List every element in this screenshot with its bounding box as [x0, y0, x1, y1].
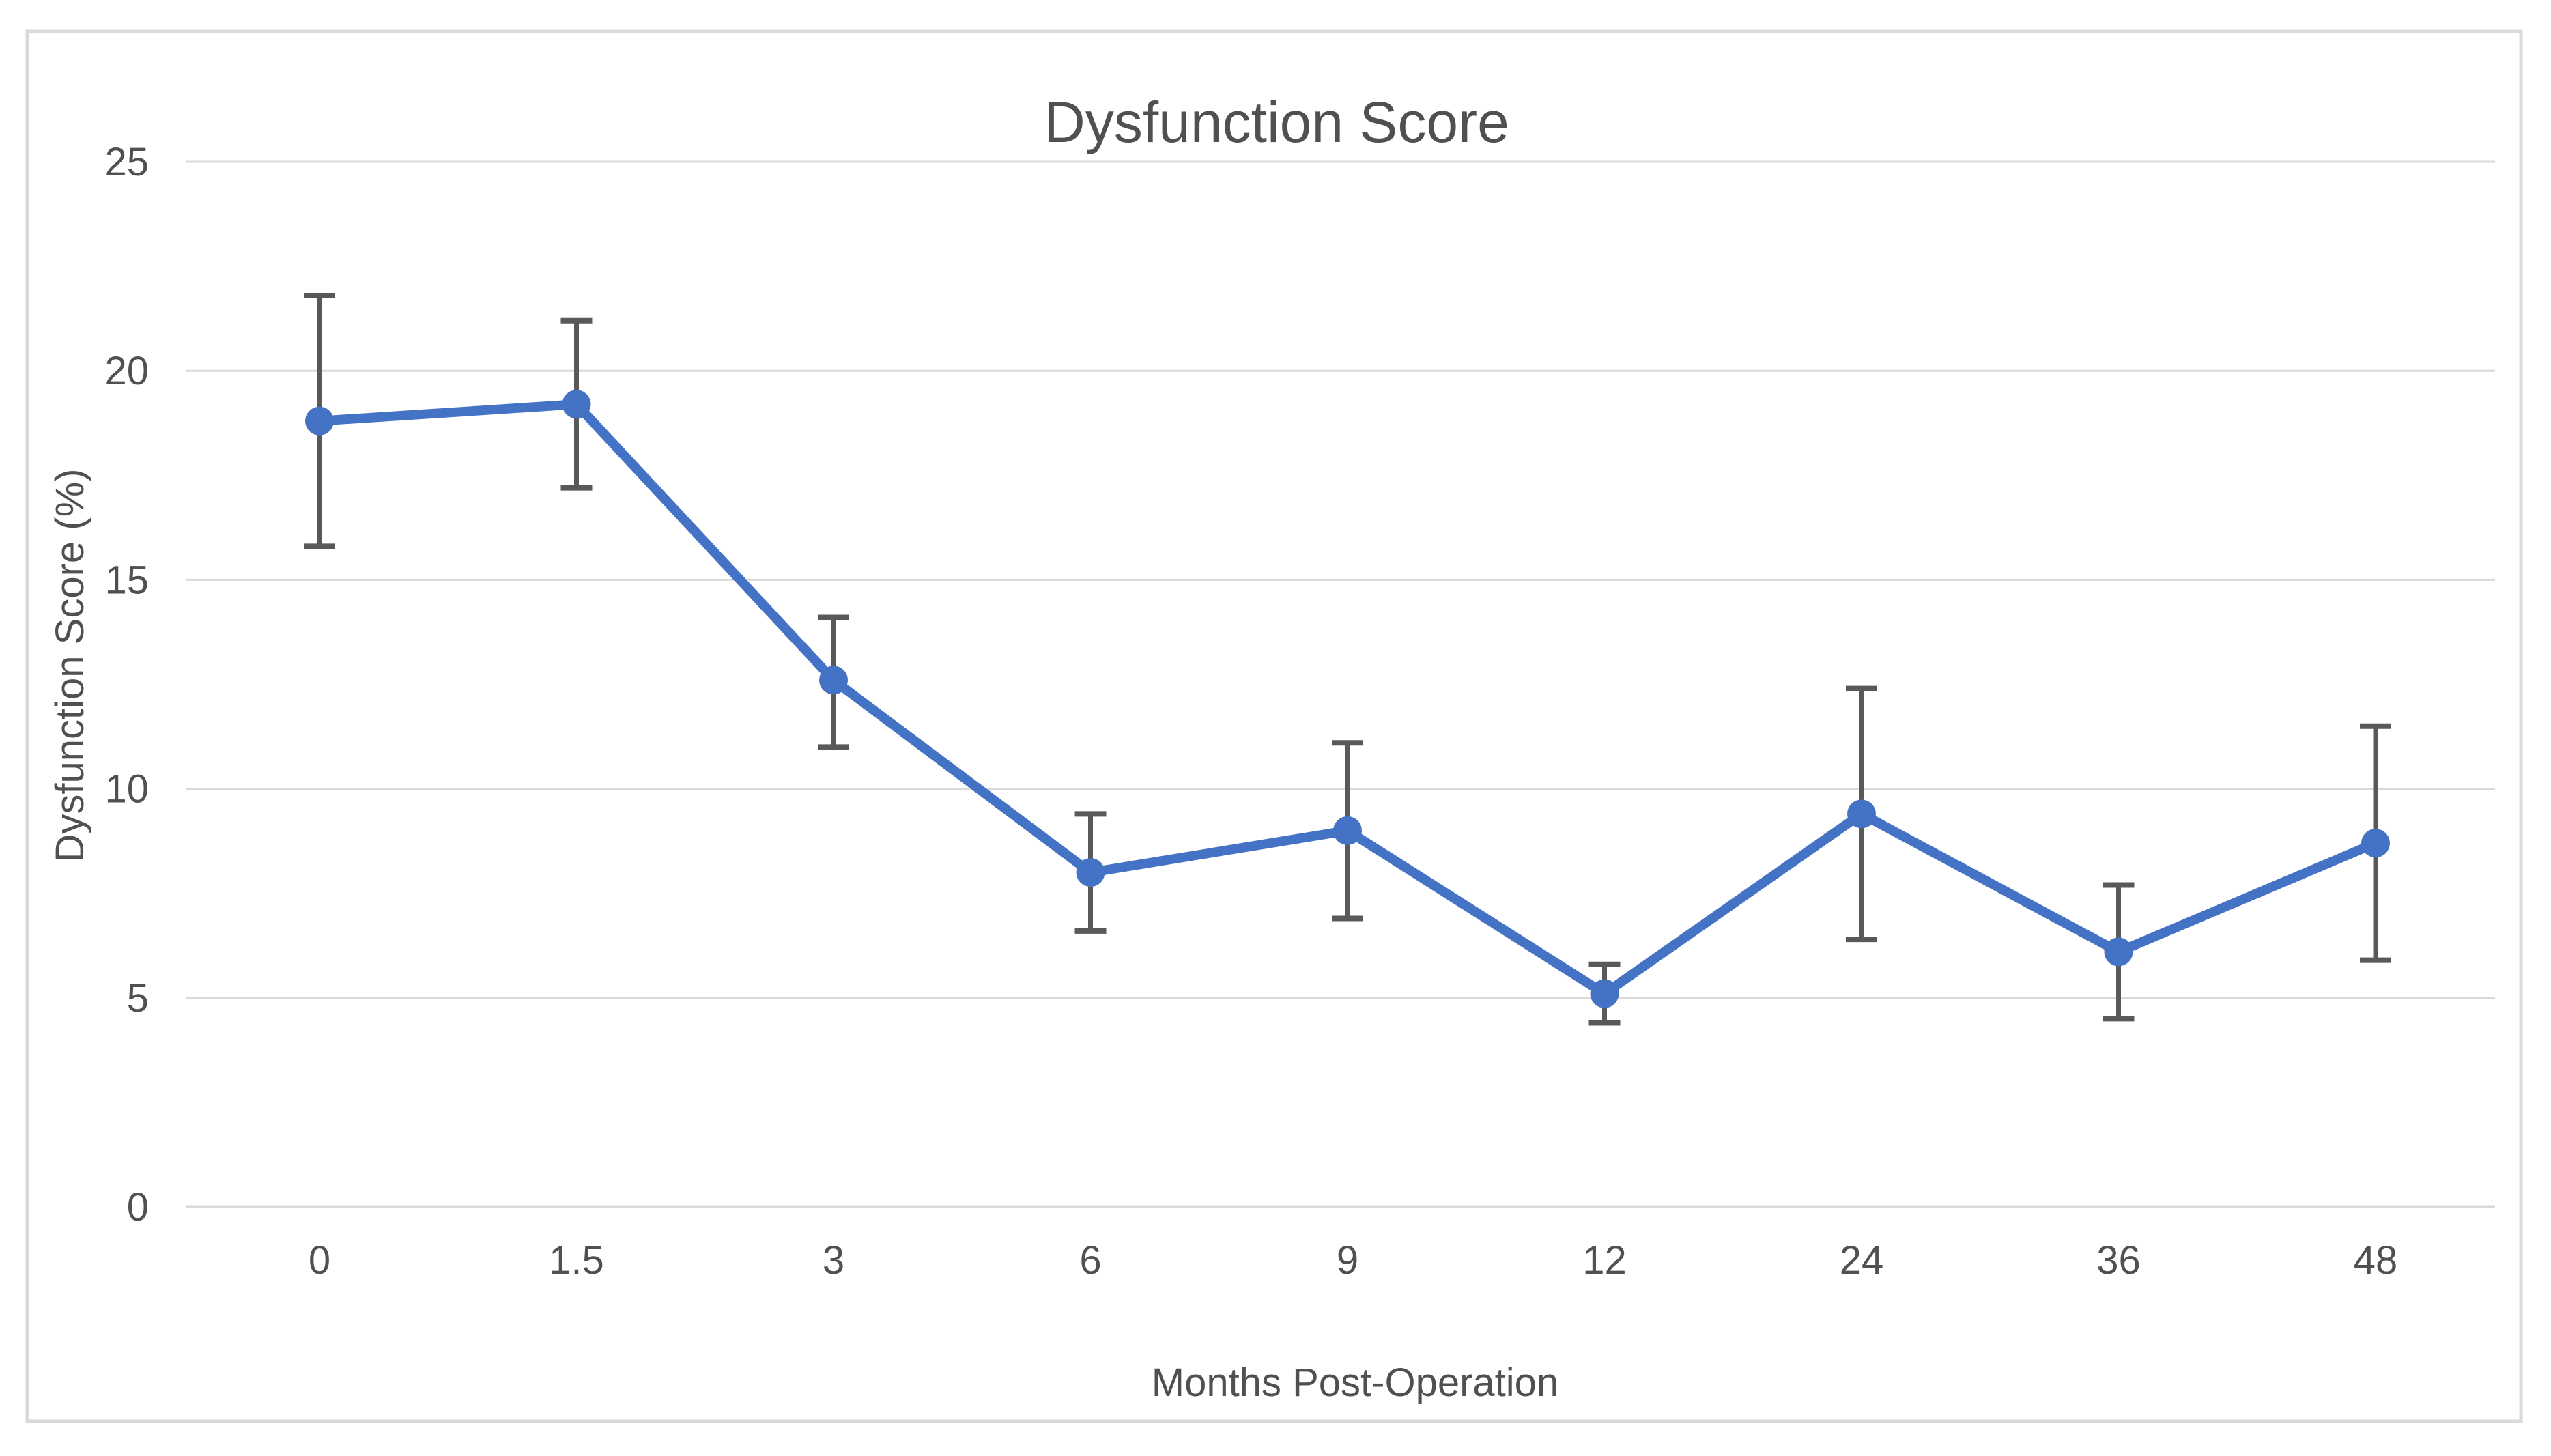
y-tick-label-10: 10 [104, 767, 149, 812]
chart-title: Dysfunction Score [1044, 90, 1509, 154]
x-tick-label-6: 6 [1079, 1238, 1101, 1283]
data-markers [305, 390, 2390, 1008]
x-axis-title: Months Post-Operation [1152, 1360, 1558, 1405]
y-tick-label-5: 5 [127, 976, 149, 1020]
x-tick-label-36: 36 [2096, 1238, 2141, 1283]
x-tick-label-24: 24 [1840, 1238, 1884, 1283]
data-point-0 [305, 406, 334, 436]
y-axis-title: Dysfunction Score (%) [48, 469, 92, 863]
data-point-9 [1333, 816, 1362, 845]
data-point-3 [819, 666, 848, 695]
x-tick-label-0: 0 [309, 1238, 330, 1283]
y-tick-labels: 0 5 10 15 20 25 [104, 140, 149, 1229]
x-tick-label-9: 9 [1337, 1238, 1358, 1283]
y-tick-label-25: 25 [104, 140, 149, 184]
x-tick-label-3: 3 [823, 1238, 844, 1283]
data-point-1.5 [562, 390, 591, 419]
data-point-24 [1847, 799, 1876, 829]
y-tick-label-15: 15 [104, 558, 149, 602]
x-tick-labels: 0 1.5 3 6 9 12 24 36 48 [309, 1238, 2397, 1283]
x-tick-label-48: 48 [2354, 1238, 2398, 1283]
data-point-36 [2104, 937, 2133, 967]
y-tick-label-0: 0 [127, 1185, 149, 1229]
x-tick-label-1.5: 1.5 [549, 1238, 604, 1283]
gridlines [186, 160, 2495, 1208]
x-tick-label-12: 12 [1582, 1238, 1627, 1283]
data-point-6 [1076, 858, 1105, 887]
y-tick-label-20: 20 [104, 349, 149, 393]
data-point-48 [2361, 829, 2390, 858]
chart-border [25, 29, 2523, 1423]
data-point-12 [1590, 979, 1619, 1008]
